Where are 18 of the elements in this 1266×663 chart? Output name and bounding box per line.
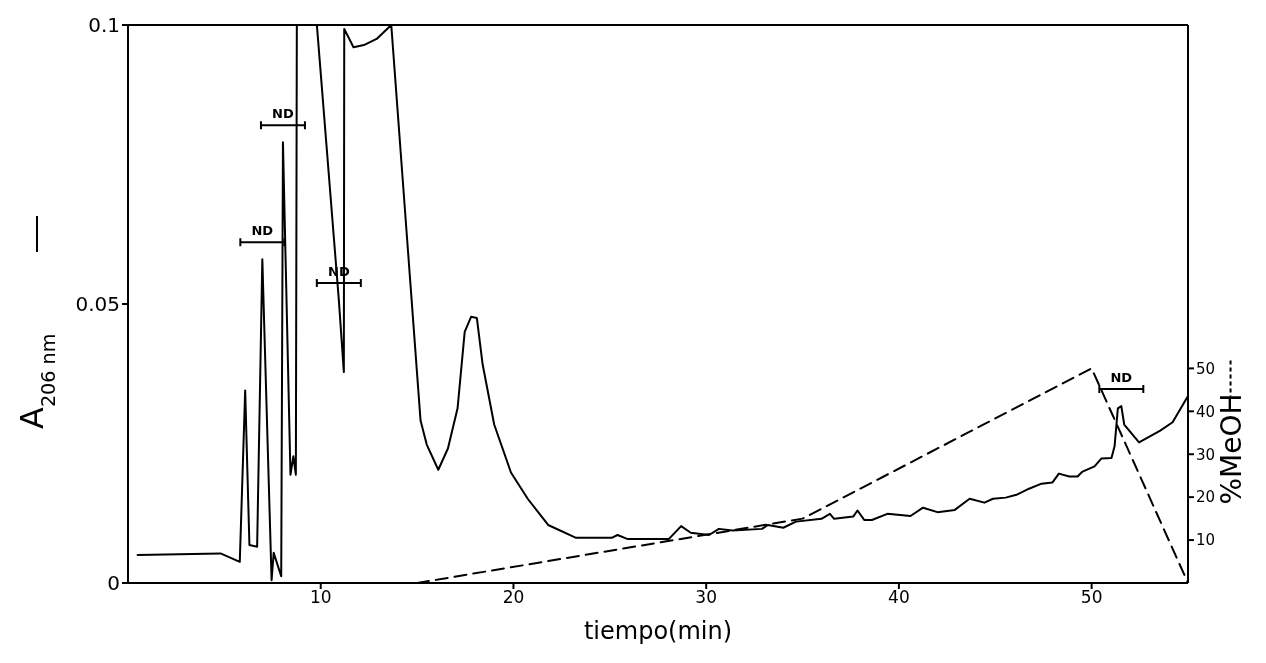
x-tick-label: 40 xyxy=(888,587,910,608)
x-tick-label: 20 xyxy=(502,587,525,608)
y2-axis-title: %MeOH xyxy=(1214,393,1248,505)
annotation: ND xyxy=(251,223,274,239)
y2-tick-label: 10 xyxy=(1196,531,1216,550)
y-tick-label: 0 xyxy=(107,571,120,596)
y2-tick-label: 30 xyxy=(1196,445,1216,464)
annotation: ND xyxy=(272,106,294,122)
x-tick-label: 50 xyxy=(1080,587,1103,608)
annotation: ND xyxy=(1110,370,1133,386)
y2-tick-label: 50 xyxy=(1196,359,1216,378)
y-tick-label: 0.1 xyxy=(88,13,120,38)
y-tick-label: 0.05 xyxy=(75,292,120,317)
x-tick-label: 30 xyxy=(695,587,717,608)
x-tick-label: 10 xyxy=(309,587,332,608)
y2-tick-label: 20 xyxy=(1196,488,1216,507)
x-axis-title: tiempo(min) xyxy=(583,617,733,645)
y2-tick-label: 40 xyxy=(1196,402,1216,421)
